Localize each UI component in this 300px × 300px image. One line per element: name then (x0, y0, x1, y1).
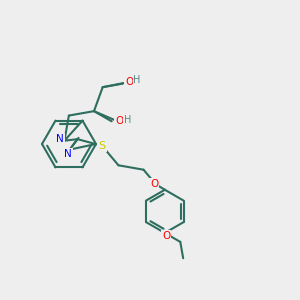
Text: O: O (115, 116, 123, 126)
Text: S: S (98, 141, 106, 151)
Text: N: N (64, 149, 72, 159)
Text: O: O (162, 231, 170, 241)
Text: O: O (125, 77, 134, 87)
Text: H: H (124, 115, 131, 125)
Text: N: N (56, 134, 64, 144)
Text: O: O (150, 179, 158, 189)
Text: H: H (134, 75, 141, 85)
